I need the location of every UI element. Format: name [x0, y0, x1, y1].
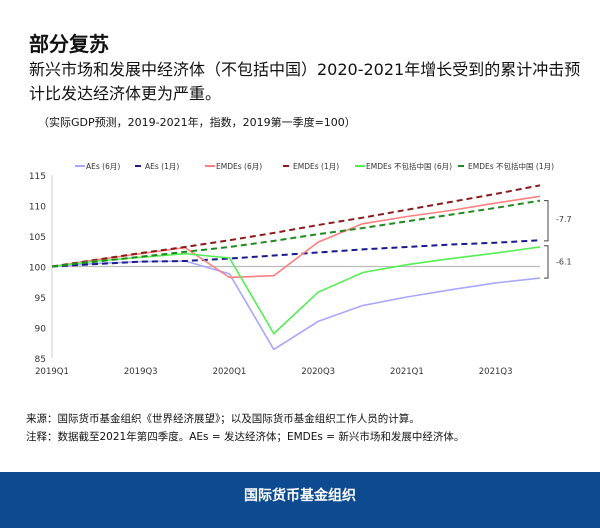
- series-line: [51, 184, 541, 268]
- chart: 85 90 95 100 105 110 115 2019Q1 2019Q3 2020Q1 2020…: [29, 161, 572, 377]
- title: 部分复苏: [29, 32, 109, 56]
- y-tick-label: 90: [35, 325, 47, 335]
- y-tick-label: 105: [29, 233, 46, 243]
- x-tick-label: 2021Q3: [479, 367, 513, 377]
- remark: 注释：数据截至2021年第四季度。AEs = 发达经济体；EMDEs = 新兴市…: [26, 431, 465, 443]
- series-line: [51, 246, 541, 335]
- footer-banner: 国际货币基金组织: [0, 472, 600, 528]
- x-tick-label: 2019Q3: [124, 367, 158, 377]
- subtitle: 新兴市场和发展中经济体（不包括中国）2020-2021年增长受到的累计冲击预计比…: [29, 60, 581, 103]
- y-tick-label: 95: [35, 294, 46, 304]
- x-tick-label: 2020Q1: [213, 367, 247, 377]
- annotation-label: -7.7: [556, 215, 572, 224]
- legend-label: EMDEs 不包括中国 (6月): [366, 161, 452, 171]
- legend-label: AEs (1月): [145, 162, 179, 171]
- bracket: [544, 200, 549, 242]
- legend-label: EMDEs (6月): [216, 162, 262, 171]
- x-tick-label: 2019Q1: [35, 367, 69, 377]
- annotation-label: -6.1: [556, 258, 572, 267]
- y-tick-label: 85: [35, 355, 46, 365]
- y-tick-label: 100: [29, 264, 46, 274]
- y-tick-label: 115: [29, 172, 46, 182]
- x-tick-label: 2021Q1: [390, 367, 424, 377]
- series-line: [51, 239, 541, 268]
- source: 来源：国际货币基金组织《世界经济展望》；以及国际货币基金组织工作人员的计算。: [26, 413, 420, 425]
- series-line: [51, 199, 541, 268]
- series-line: [51, 260, 541, 351]
- x-tick-label: 2020Q3: [301, 367, 335, 377]
- y-tick-label: 110: [29, 203, 46, 213]
- legend-label: EMDEs 不包括中国 (1月): [468, 161, 554, 171]
- chart-note: （实际GDP预测，2019-2021年，指数，2019第一季度=100）: [38, 116, 356, 129]
- legend-label: EMDEs (1月): [293, 162, 339, 171]
- bracket: [544, 245, 549, 279]
- legend-label: AEs (6月): [86, 162, 120, 171]
